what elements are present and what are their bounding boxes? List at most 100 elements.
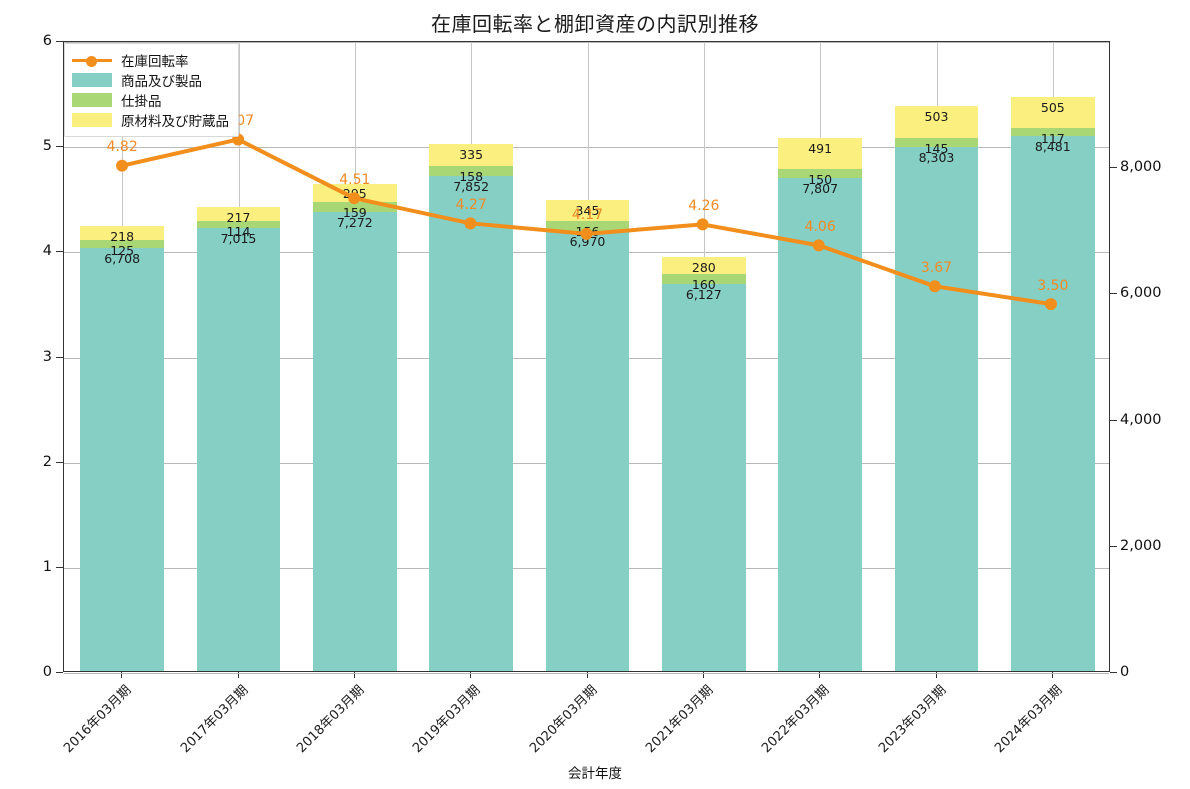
line-value-label: 4.17 (571, 207, 604, 224)
bar-segment[interactable] (429, 175, 514, 671)
bar-value-label: 7,807 (802, 181, 839, 197)
gridline-horizontal (64, 42, 1109, 43)
page-title: 在庫回転率と棚卸資産の内訳別推移 (431, 12, 759, 36)
y-axis-left-tick-label: 1 (42, 558, 52, 575)
bar-segment[interactable] (1010, 135, 1095, 671)
y-axis-left-tick-label: 5 (42, 138, 52, 155)
line-point-marker[interactable] (812, 239, 825, 252)
bar-series: 6,7081252187,0151142177,2721592957,85215… (64, 42, 1109, 671)
line-value-label: 4.26 (688, 197, 720, 214)
bar-segment[interactable] (312, 202, 397, 213)
line-point-marker[interactable] (580, 227, 593, 240)
x-axis-tick-label: 2021年03月期 (642, 682, 717, 757)
gridline-horizontal (64, 673, 1109, 674)
x-axis-tick-label: 2018年03月期 (293, 682, 368, 757)
y-axis-right-tick-mark (1110, 672, 1117, 673)
bar-segment[interactable] (80, 247, 165, 671)
line-value-label: 3.67 (920, 260, 953, 277)
y-axis-right-tick-label: 2,000 (1120, 537, 1162, 554)
legend-label: 仕掛品 (121, 94, 162, 110)
bar-value-label: 218 (110, 229, 135, 245)
bar-segment[interactable] (80, 239, 165, 248)
x-axis-label: 会計年度 (568, 766, 622, 782)
legend-item-merchandise[interactable]: 商品及び製品 (72, 70, 229, 90)
bar-value-label: 7,272 (336, 215, 373, 231)
y-axis-left-tick-label: 0 (42, 664, 52, 680)
bar-value-label: 7,852 (453, 178, 490, 194)
bar-value-label: 150 (808, 171, 833, 187)
bar-segment[interactable] (894, 137, 979, 148)
bar-value-label: 8,481 (1034, 138, 1071, 154)
bar-segment[interactable] (894, 106, 979, 138)
y-axis-left-tick-label: 4 (42, 243, 52, 260)
bar-value-label: 8,303 (918, 150, 955, 166)
line-value-label: 4.27 (455, 196, 487, 213)
x-axis-tick-mark (1051, 672, 1053, 678)
x-axis-tick-label: 2023年03月期 (875, 682, 949, 757)
color-swatch-icon (72, 93, 112, 107)
bar-value-label: 145 (924, 140, 949, 156)
bar-value-label: 6,970 (569, 234, 606, 250)
bar-segment[interactable] (1010, 128, 1095, 136)
bar-segment[interactable] (894, 147, 979, 671)
bar-segment[interactable] (80, 226, 165, 240)
bar-segment[interactable] (661, 256, 746, 275)
bar-segment[interactable] (545, 199, 630, 222)
bar-value-label: 159 (342, 205, 367, 221)
line-point-marker[interactable] (1044, 298, 1057, 311)
x-axis-tick-label: 2024年03月期 (991, 682, 1066, 757)
line-point-marker[interactable] (348, 192, 361, 205)
bar-segment[interactable] (196, 207, 281, 222)
y-axis-right-tick-label: 0 (1120, 664, 1130, 680)
y-axis-left-tick-label: 2 (42, 453, 52, 470)
legend-label: 在庫回転率 (121, 54, 189, 70)
legend: 在庫回転率 商品及び製品 仕掛品 原材料及び貯蔵品 (64, 43, 239, 137)
x-axis-tick-mark (935, 672, 937, 678)
y-axis-left-tick-mark (56, 146, 63, 148)
line-point-marker[interactable] (928, 280, 941, 293)
bar-segment[interactable] (778, 168, 863, 179)
line-point-marker[interactable] (464, 217, 477, 230)
color-swatch-icon (72, 113, 112, 127)
bar-value-label: 158 (459, 168, 484, 184)
x-axis-tick-label: 2016年03月期 (61, 682, 135, 757)
bar-segment[interactable] (545, 231, 630, 671)
bar-value-label: 114 (226, 224, 251, 240)
line-value-label: 4.06 (804, 219, 836, 236)
y-axis-right-tick-mark (1110, 293, 1117, 295)
bar-value-label: 117 (1040, 131, 1065, 147)
y-axis-left-tick-label: 3 (42, 348, 52, 365)
bar-segment[interactable] (661, 274, 746, 285)
bar-segment[interactable] (196, 221, 281, 229)
bar-segment[interactable] (196, 228, 281, 671)
bar-segment[interactable] (778, 178, 863, 671)
bar-segment[interactable] (1010, 96, 1095, 129)
legend-item-wip[interactable]: 仕掛品 (72, 90, 229, 110)
x-axis-tick-label: 2017年03月期 (177, 682, 251, 757)
bar-segment[interactable] (429, 165, 514, 176)
bar-segment[interactable] (661, 284, 746, 671)
line-value-label: 3.50 (1037, 277, 1069, 294)
bar-segment[interactable] (545, 221, 630, 232)
line-value-label: 4.82 (106, 139, 138, 156)
y-axis-right-tick-mark (1110, 167, 1117, 169)
line-point-marker[interactable] (696, 218, 709, 231)
x-axis-tick-mark (702, 672, 704, 678)
legend-item-line[interactable]: 在庫回転率 (72, 50, 229, 70)
y-axis-left-tick-mark (56, 251, 63, 253)
legend-item-raw-materials[interactable]: 原材料及び貯蔵品 (72, 110, 229, 130)
line-point-marker[interactable] (116, 159, 129, 172)
legend-label: 商品及び製品 (121, 74, 202, 90)
y-axis-left-tick-mark (56, 41, 63, 42)
x-axis-tick-label: 2022年03月期 (759, 682, 833, 757)
y-axis-left-tick-label: 6 (42, 33, 52, 49)
bar-value-label: 280 (691, 259, 716, 275)
bar-segment[interactable] (429, 144, 514, 166)
bar-segment[interactable] (778, 137, 863, 169)
y-axis-left-tick-mark (56, 356, 63, 358)
x-axis-tick-mark (470, 672, 472, 678)
bar-segment[interactable] (312, 212, 397, 671)
color-swatch-icon (72, 73, 112, 87)
y-axis-left-tick-mark (56, 566, 63, 568)
